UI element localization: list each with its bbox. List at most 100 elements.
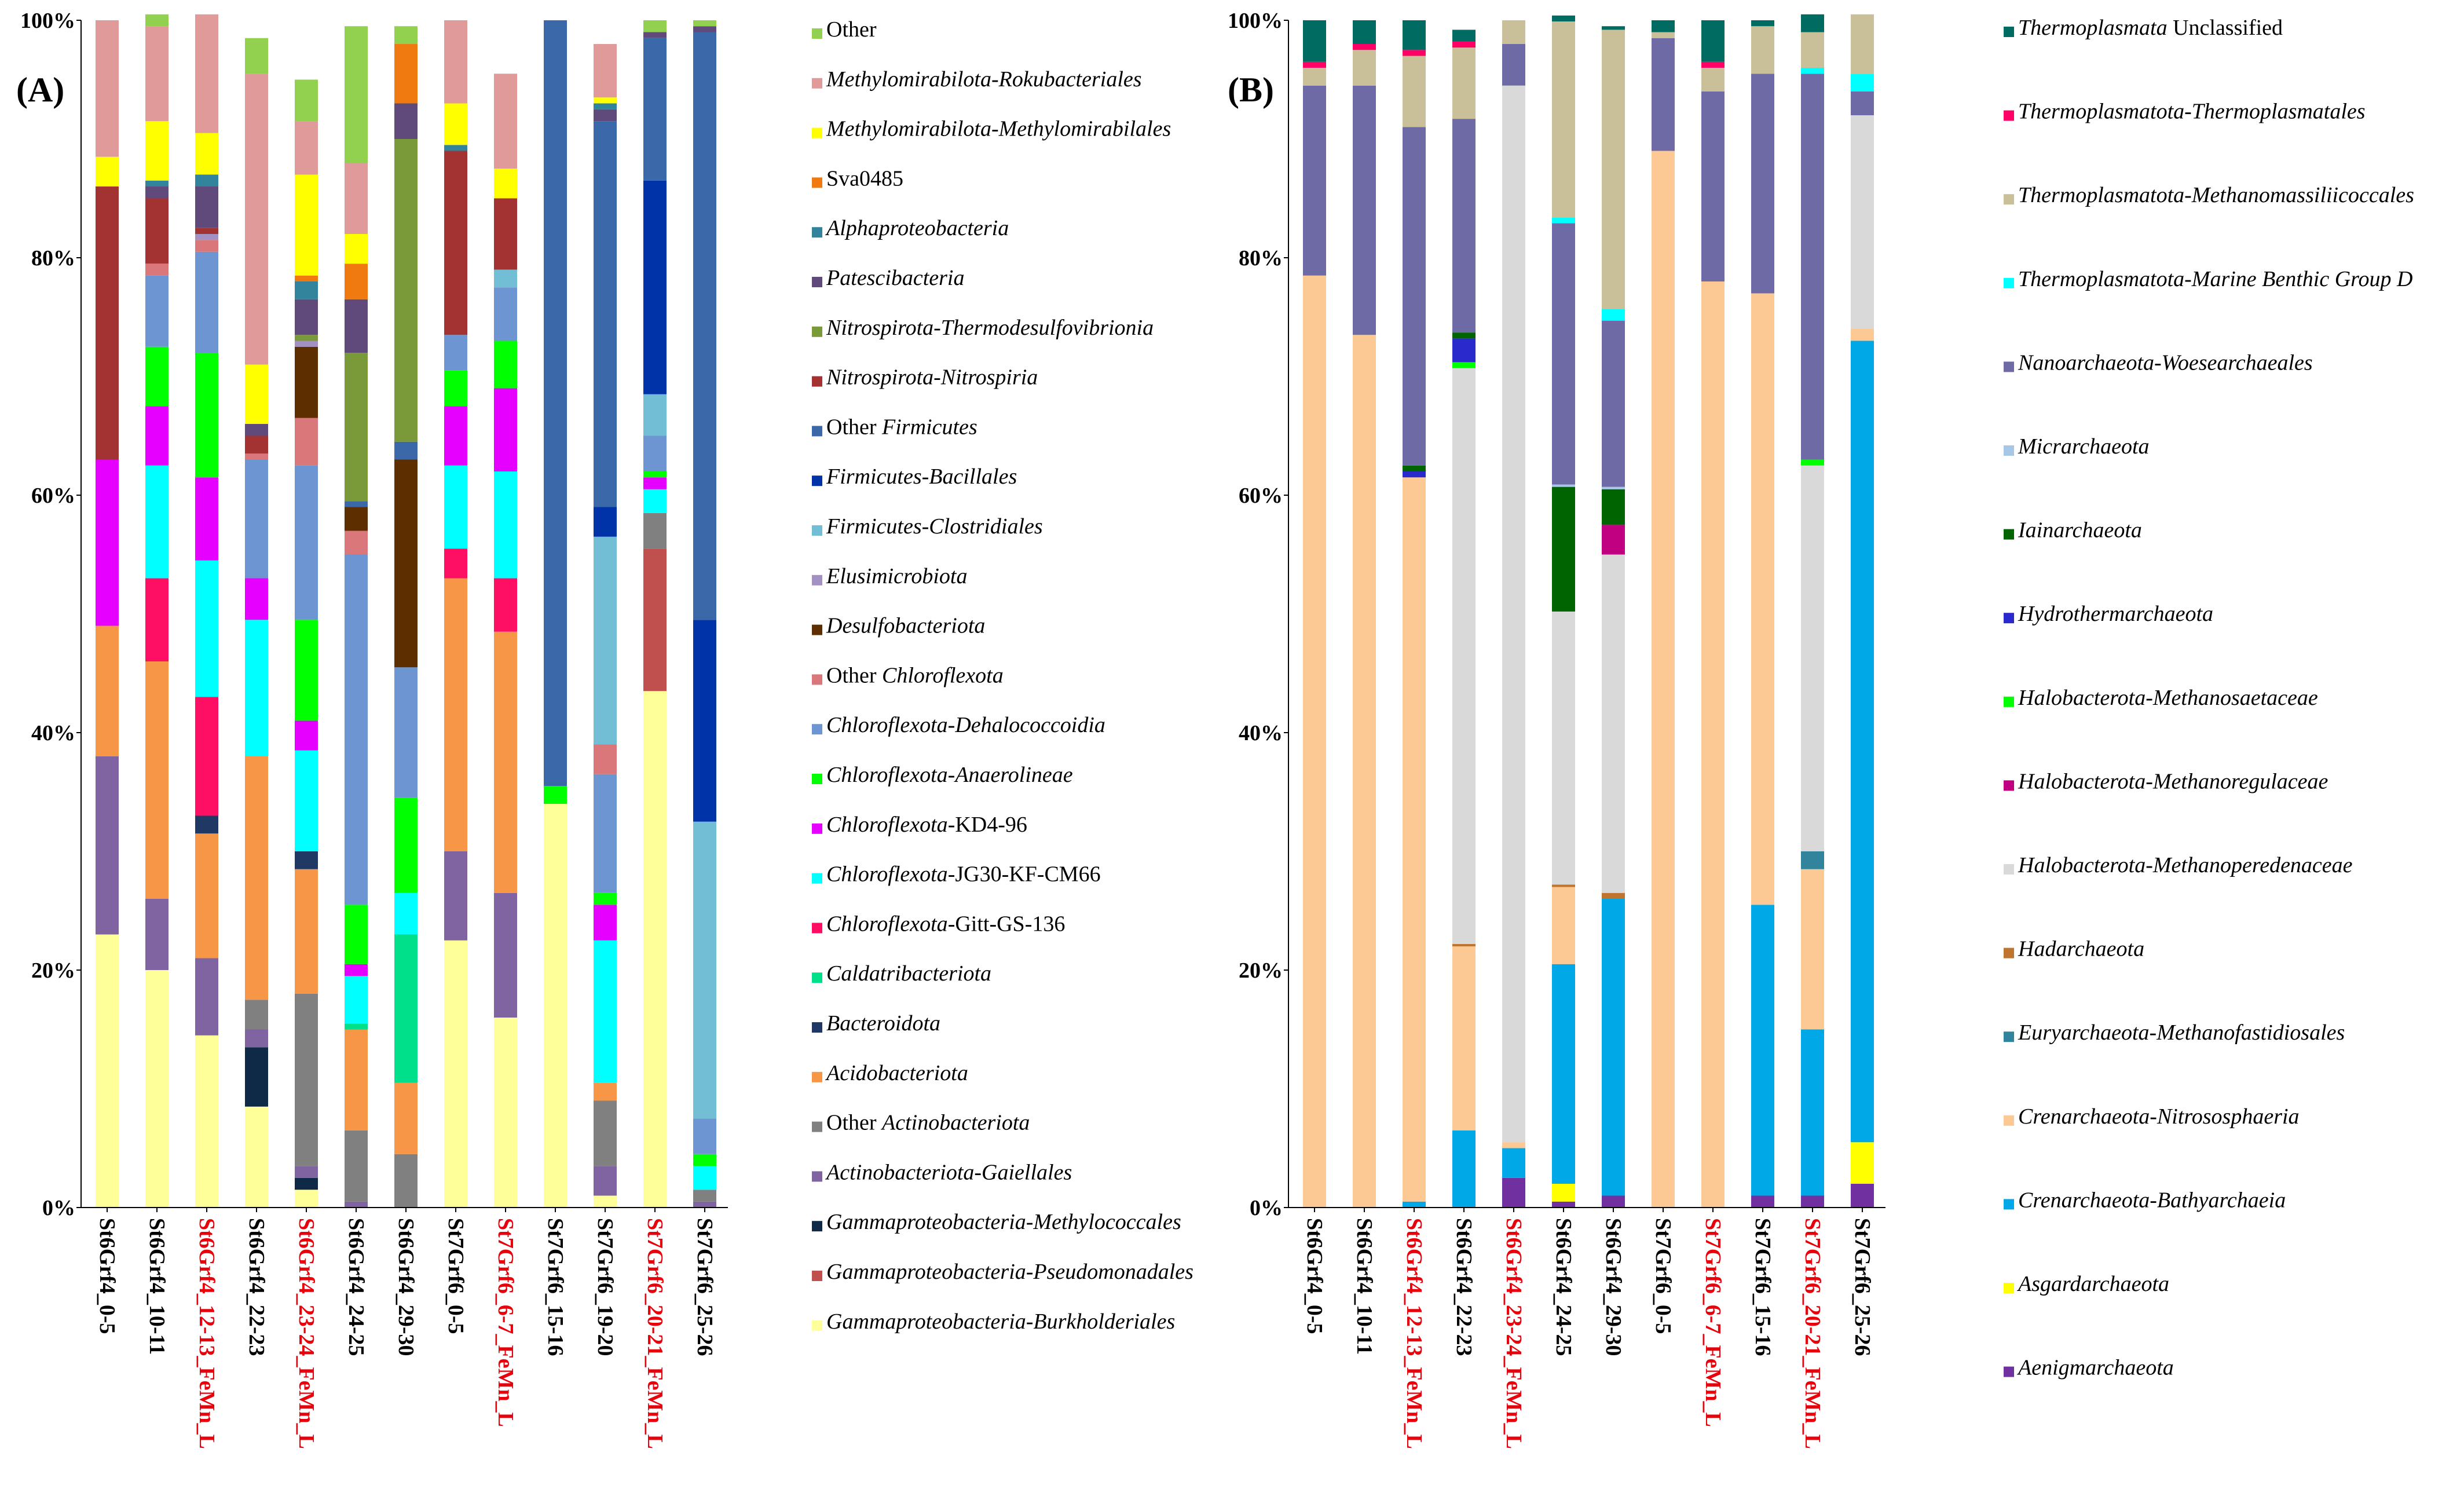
- bar-segment-acidobacteriota: St7Grf6_19-20 — Acidobacteriota: 1.5%: [594, 1082, 617, 1101]
- y-tick-label: 20%: [1239, 958, 1283, 983]
- bar-segment-thermoplasmatota-marine-benthic-group-d: St7Grf6_25-26 — Thermoplasmatota-Marine …: [1851, 74, 1874, 92]
- legend-label-nitrospirota-nitrospiria: Nitrospirota-Nitrospiria: [826, 365, 1038, 390]
- bar-segment-thermoplasmatota-methanomassiliicoccales: St6Grf4_22-23 — Thermoplasmatota-Methano…: [1452, 47, 1476, 119]
- bar-segment-chloroflexota-kd4-96: St6Grf4_0-5 — Chloroflexota-KD4-96: 14%: [96, 459, 119, 626]
- x-tick-label: St6Grf4_10-11: [1352, 1218, 1376, 1355]
- legend-label-chloroflexota-kd4-96: Chloroflexota-KD4-96: [826, 813, 1027, 837]
- bar-segment-other-actinobacteriota: St7Grf6_25-26 — Other Actinobacteriota: …: [693, 1190, 716, 1202]
- bar-segment-patescibacteria: St7Grf6_20-21_FeMn_L — Patescibacteria: …: [643, 32, 667, 38]
- legend-swatch-chloroflexota-kd4-96: [812, 823, 822, 834]
- bar-segment-acidobacteriota: St6Grf4_22-23 — Acidobacteriota: 20.5%: [245, 756, 268, 1000]
- bar-segment-crenarchaeota-nitrososphaeria: St7Grf6_25-26 — Crenarchaeota-Nitrososph…: [1851, 329, 1874, 341]
- x-tick-label: St6Grf4_0-5: [95, 1218, 119, 1334]
- legend-swatch-desulfobacteriota: [812, 624, 822, 635]
- x-tick-label: St6Grf4_23-24_FeMn_L: [294, 1218, 318, 1449]
- bar-segment-bacteroidota: St6Grf4_23-24_FeMn_L — Bacteroidota: 1.5…: [295, 851, 318, 869]
- x-tick-label: St6Grf4_12-13_FeMn_L: [195, 1218, 219, 1449]
- bar-segment-iainarchaeota: St6Grf4_12-13_FeMn_L — Iainarchaeota: 0.…: [1403, 465, 1426, 471]
- bar-segment-hadarchaeota: St6Grf4_24-25 — Hadarchaeota: 0.2%: [1552, 884, 1575, 887]
- legend-swatch-firmicutes-bacillales: [812, 475, 822, 486]
- bar-segment-gammaproteobacteria-burkholderiales: St7Grf6_19-20 — Gammaproteobacteria-Burk…: [594, 1195, 617, 1208]
- legend-swatch-thermoplasmatota-marine-benthic-group-d: [2004, 277, 2014, 288]
- bar-segment-alphaproteobacteria: St7Grf6_0-5 — Alphaproteobacteria: 0.5%: [444, 145, 467, 151]
- bar-segment-aenigmarchaeota: St7Grf6_15-16 — Aenigmarchaeota: 1%: [1751, 1195, 1774, 1208]
- bar-segment-crenarchaeota-nitrososphaeria: St6Grf4_0-5 — Crenarchaeota-Nitrososphae…: [1303, 275, 1326, 1208]
- bar-segment-methylomirabilota-rokubacteriales: St6Grf4_0-5 — Methylomirabilota-Rokubact…: [96, 20, 119, 157]
- legend-label-crenarchaeota-bathyarchaeia: Crenarchaeota-Bathyarchaeia: [2018, 1188, 2286, 1212]
- bar-segment-crenarchaeota-nitrososphaeria: St6Grf4_10-11 — Crenarchaeota-Nitrososph…: [1353, 335, 1376, 1208]
- y-tick-label: 60%: [31, 484, 75, 508]
- legend-swatch-methylomirabilota-rokubacteriales: [812, 78, 822, 89]
- bar-segment-crenarchaeota-bathyarchaeia: St7Grf6_25-26 — Crenarchaeota-Bathyarcha…: [1851, 341, 1874, 1143]
- legend-label-patescibacteria: Patescibacteria: [826, 266, 964, 290]
- bar-segment-chloroflexota-dehalococcoidia: St7Grf6_20-21_FeMn_L — Chloroflexota-Deh…: [643, 436, 667, 471]
- y-tick-label: 40%: [1239, 721, 1283, 745]
- legend-label-other-actinobacteriota: Other Actinobacteriota: [826, 1111, 1030, 1135]
- bar-segment-chloroflexota-anaerolineae: St7Grf6_25-26 — Chloroflexota-Anaeroline…: [693, 1154, 716, 1166]
- bar-segment-nanoarchaeota-woesearchaeales: St7Grf6_25-26 — Nanoarchaeota-Woesearcha…: [1851, 92, 1874, 115]
- legend-swatch-alphaproteobacteria: [812, 227, 822, 238]
- legend-label-halobacterota-methanoregulaceae: Halobacterota-Methanoregulaceae: [2018, 769, 2328, 793]
- legend-label-actinobacteriota-gaiellales: Actinobacteriota-Gaiellales: [825, 1160, 1072, 1184]
- bar-segment-other-chloroflexota: St7Grf6_19-20 — Other Chloroflexota: 2.5…: [594, 744, 617, 774]
- y-tick-label: 80%: [31, 246, 75, 270]
- bar-segment-other-actinobacteriota: St7Grf6_19-20 — Other Actinobacteriota: …: [594, 1100, 617, 1166]
- legend-swatch-hydrothermarchaeota: [2004, 613, 2014, 624]
- x-tick-label: St6Grf4_12-13_FeMn_L: [1402, 1218, 1426, 1449]
- bar-segment-acidobacteriota: St6Grf4_10-11 — Acidobacteriota: 20%: [145, 661, 169, 899]
- legend-label-desulfobacteriota: Desulfobacteriota: [826, 614, 985, 638]
- legend-label-methylomirabilota-methylomirabilales: Methylomirabilota-Methylomirabilales: [826, 117, 1171, 141]
- y-tick-label: 60%: [1239, 484, 1283, 508]
- bar-segment-thermoplasmatota-thermoplasmatales: St6Grf4_10-11 — Thermoplasmatota-Thermop…: [1353, 44, 1376, 50]
- legend-label-chloroflexota-gitt-gs-136: Chloroflexota-Gitt-GS-136: [826, 912, 1065, 936]
- bar-segment-chloroflexota-dehalococcoidia: St7Grf6_0-5 — Chloroflexota-Dehalococcoi…: [444, 335, 467, 371]
- bar-segment-thermoplasmata-unclassified: St7Grf6_15-16 — Thermoplasmata Unclassif…: [1751, 20, 1774, 27]
- bar-segment-gammaproteobacteria-burkholderiales: St6Grf4_22-23 — Gammaproteobacteria-Burk…: [245, 1106, 268, 1208]
- legend-swatch-other-actinobacteriota: [812, 1121, 822, 1132]
- legend-label-other-chloroflexota: Other Chloroflexota: [826, 663, 1004, 687]
- bar-segment-other: St6Grf4_22-23 — Other: 3%: [245, 38, 268, 74]
- bar-segment-micrarchaeota: St6Grf4_29-30 — Micrarchaeota: 0.2%: [1602, 486, 1625, 489]
- bar-segment-thermoplasmatota-methanomassiliicoccales: St6Grf4_29-30 — Thermoplasmatota-Methano…: [1602, 30, 1625, 309]
- bar-segment-other-firmicutes: St7Grf6_19-20 — Other Firmicutes: 32.5%: [594, 121, 617, 507]
- bar-segment-nanoarchaeota-woesearchaeales: St6Grf4_29-30 — Nanoarchaeota-Woesearcha…: [1602, 320, 1625, 487]
- bar-segment-methylomirabilota-methylomirabilales: St7Grf6_19-20 — Methylomirabilota-Methyl…: [594, 97, 617, 104]
- bar-segment-nitrospirota-nitrospiria: St6Grf4_12-13_FeMn_L — Nitrospirota-Nitr…: [195, 228, 218, 234]
- bar-segment-methylomirabilota-methylomirabilales: St6Grf4_12-13_FeMn_L — Methylomirabilota…: [195, 133, 218, 175]
- legend-label-nanoarchaeota-woesearchaeales: Nanoarchaeota-Woesearchaeales: [2018, 350, 2313, 375]
- y-tick-label: 0%: [42, 1196, 75, 1220]
- bar-segment-acidobacteriota: St6Grf4_24-25 — Acidobacteriota: 8.5%: [345, 1029, 368, 1131]
- bar-segment-halobacterota-methanosaetaceae: St6Grf4_22-23 — Halobacterota-Methanosae…: [1452, 362, 1476, 368]
- x-tick-label: St6Grf4_22-23: [1452, 1218, 1476, 1356]
- bar-segment-asgardarchaeota: St7Grf6_25-26 — Asgardarchaeota: 3.5%: [1851, 1142, 1874, 1184]
- bar-segment-gammaproteobacteria-burkholderiales: St6Grf4_10-11 — Gammaproteobacteria-Burk…: [145, 970, 169, 1208]
- bar-segment-chloroflexota-jg30-kf-cm66: St6Grf4_24-25 — Chloroflexota-JG30-KF-CM…: [345, 976, 368, 1024]
- bar-segment-methylomirabilota-rokubacteriales: St6Grf4_12-13_FeMn_L — Methylomirabilota…: [195, 14, 218, 133]
- bar-segment-patescibacteria: St6Grf4_10-11 — Patescibacteria: 1%: [145, 186, 169, 199]
- y-tick-label: 40%: [31, 721, 75, 745]
- legend-label-thermoplasmatota-marine-benthic-group-d: Thermoplasmatota-Marine Benthic Group D: [2018, 267, 2412, 291]
- bar-segment-crenarchaeota-bathyarchaeia: St6Grf4_12-13_FeMn_L — Crenarchaeota-Bat…: [1403, 1201, 1426, 1208]
- legend-swatch-patescibacteria: [812, 277, 822, 287]
- y-tick-label: 100%: [1228, 9, 1283, 33]
- bar-segment-acidobacteriota: St6Grf4_23-24_FeMn_L — Acidobacteriota: …: [295, 869, 318, 994]
- bar-segment-other-actinobacteriota: St6Grf4_23-24_FeMn_L — Other Actinobacte…: [295, 994, 318, 1166]
- bar-segment-gammaproteobacteria-burkholderiales: St7Grf6_0-5 — Gammaproteobacteria-Burkho…: [444, 940, 467, 1208]
- bar-segment-actinobacteriota-gaiellales: St6Grf4_12-13_FeMn_L — Actinobacteriota-…: [195, 958, 218, 1036]
- bar-segment-nitrospirota-thermodesulfovibrionia: St6Grf4_23-24_FeMn_L — Nitrospirota-Ther…: [295, 335, 318, 341]
- bar-segment-halobacterota-methanoperedenaceae: St7Grf6_25-26 — Halobacterota-Methanoper…: [1851, 115, 1874, 329]
- bar-segment-sva0485: St6Grf4_23-24_FeMn_L — Sva0485: 0.5%: [295, 275, 318, 281]
- legend-label-gammaproteobacteria-pseudomonadales: Gammaproteobacteria-Pseudomonadales: [826, 1260, 1193, 1284]
- legend-swatch-asgardarchaeota: [2004, 1283, 2014, 1293]
- bar-segment-methylomirabilota-methylomirabilales: St7Grf6_0-5 — Methylomirabilota-Methylom…: [444, 103, 467, 145]
- legend-label-gammaproteobacteria-methylococcales: Gammaproteobacteria-Methylococcales: [826, 1210, 1181, 1234]
- bar-segment-aenigmarchaeota: St7Grf6_25-26 — Aenigmarchaeota: 2%: [1851, 1184, 1874, 1208]
- bar-segment-acidobacteriota: St6Grf4_29-30 — Acidobacteriota: 6%: [394, 1082, 418, 1154]
- bar-segment-gammaproteobacteria-burkholderiales: St6Grf4_12-13_FeMn_L — Gammaproteobacter…: [195, 1035, 218, 1208]
- bar-segment-methylomirabilota-rokubacteriales: St7Grf6_6-7_FeMn_L — Methylomirabilota-R…: [494, 74, 517, 169]
- bar-segment-chloroflexota-gitt-gs-136: St7Grf6_6-7_FeMn_L — Chloroflexota-Gitt-…: [494, 578, 517, 632]
- bar-segment-thermoplasmata-unclassified: St7Grf6_20-21_FeMn_L — Thermoplasmata Un…: [1801, 14, 1824, 32]
- legend-label-chloroflexota-jg30-kf-cm66: Chloroflexota-JG30-KF-CM66: [826, 862, 1101, 887]
- bar-segment-chloroflexota-dehalococcoidia: St6Grf4_24-25 — Chloroflexota-Dehalococc…: [345, 554, 368, 905]
